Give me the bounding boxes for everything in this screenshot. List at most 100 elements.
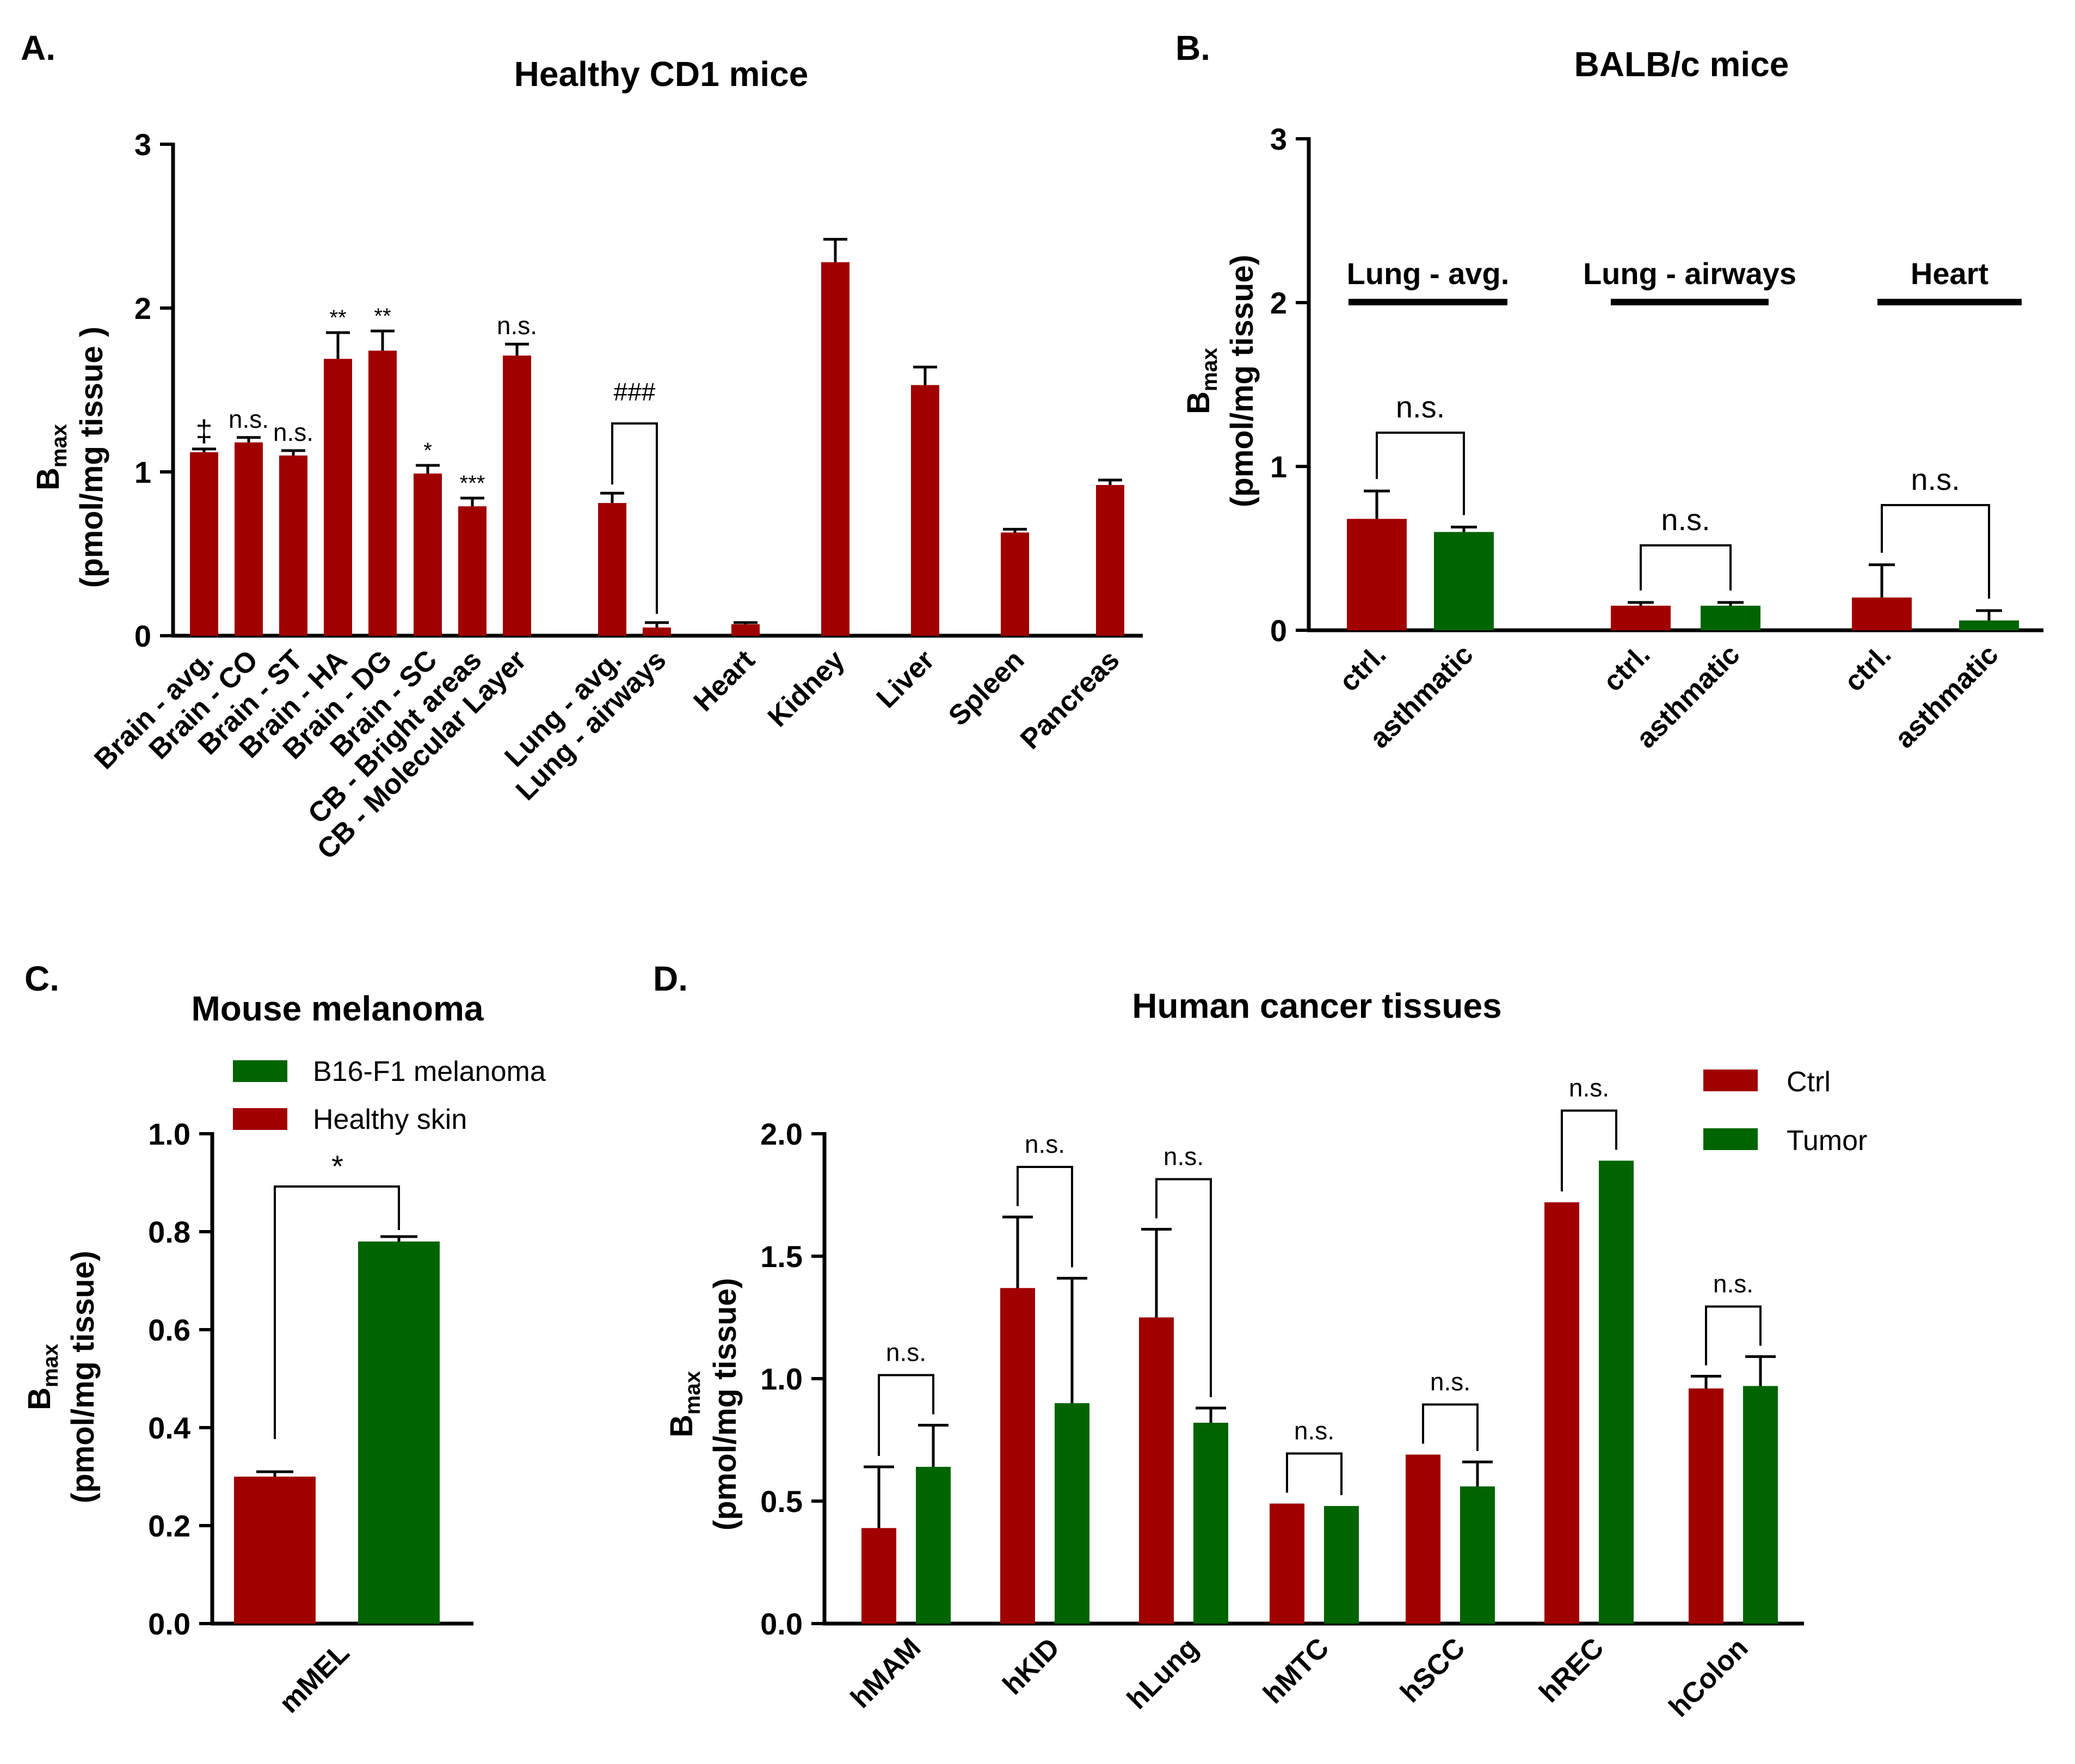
a-y-axis-tick-label: 2 [134, 291, 151, 325]
a-bar [821, 262, 849, 636]
c-y-axis-tick-label: 0.2 [148, 1509, 190, 1543]
d-sig-label: n.s. [1294, 1417, 1334, 1445]
b-bracket [1881, 504, 1990, 599]
b-y-axis-tick-label: 3 [1270, 122, 1287, 156]
d-sig-label: n.s. [886, 1338, 926, 1367]
panel-a-ylabel: Bmax [30, 424, 71, 490]
b-bar [1434, 532, 1494, 630]
b-sig-label: n.s. [1661, 502, 1710, 537]
a-x-tick-label: Kidney [762, 644, 851, 733]
a-bar [1001, 532, 1029, 636]
panel-a-ylabel-unit: (pmol/mg tissue ) [74, 327, 109, 588]
c-legend-label: B16-F1 melanoma [313, 1056, 546, 1087]
d-sig-label: n.s. [1569, 1074, 1609, 1102]
b-y-axis-tick-label: 0 [1270, 613, 1287, 648]
ylabel-main: B [22, 1387, 57, 1410]
b-bar [1959, 620, 2019, 630]
a-bracket-label: ### [614, 378, 656, 406]
a-sig-label: n.s. [273, 418, 313, 446]
a-bar [279, 455, 307, 636]
panel-c-ylabel-unit: (pmol/mg tissue) [65, 1251, 101, 1503]
a-sig-label: *** [460, 471, 485, 495]
d-sig-label: n.s. [1430, 1368, 1470, 1396]
b-sig-label: n.s. [1396, 390, 1445, 424]
b-y-axis-tick-label: 1 [1270, 450, 1287, 484]
d-sig-label: n.s. [1025, 1130, 1065, 1158]
d-bracket [1155, 1178, 1212, 1397]
d-y-axis-tick-label: 0.0 [760, 1607, 803, 1641]
a-bar [235, 442, 263, 636]
a-bar [368, 351, 397, 636]
d-legend-label: Ctrl [1787, 1066, 1831, 1098]
b-y-axis-tick-label: 2 [1270, 286, 1287, 320]
d-y-axis-tick-label: 2.0 [760, 1117, 803, 1151]
d-bracket [878, 1374, 934, 1456]
b-group-label: Heart [1911, 256, 1988, 291]
c-y-axis-tick-label: 0.6 [148, 1313, 190, 1347]
d-sig-label: n.s. [1163, 1142, 1204, 1171]
b-sig-label: n.s. [1911, 462, 1960, 496]
c-y-axis-tick-label: 0.4 [148, 1411, 190, 1445]
d-bar [1324, 1506, 1359, 1624]
a-bar [458, 506, 487, 636]
d-bar [1193, 1423, 1228, 1624]
b-bar [1701, 605, 1760, 630]
a-y-axis-tick-label: 0 [134, 619, 151, 653]
c-bar [358, 1241, 440, 1624]
c-x-tick-label: mMEL [273, 1637, 355, 1719]
d-bar [1460, 1486, 1495, 1624]
a-y-axis-tick-label: 1 [134, 455, 151, 489]
d-bar [1139, 1317, 1174, 1624]
a-sig-label: n.s. [229, 405, 269, 433]
b-group-label: Lung - avg. [1347, 256, 1510, 291]
c-sig-label: * [331, 1149, 343, 1183]
d-bracket [1422, 1403, 1479, 1451]
d-x-tick-label: hKID [997, 1632, 1066, 1701]
c-legend-swatch [233, 1060, 287, 1082]
b-x-tick-label: ctrl. [1838, 638, 1897, 697]
c-y-axis-tick-label: 0.8 [148, 1215, 190, 1249]
c-bracket [274, 1185, 400, 1439]
d-x-tick-label: hMAM [845, 1632, 927, 1714]
a-bar [911, 385, 939, 636]
d-y-axis-tick-label: 1.0 [760, 1362, 803, 1396]
a-sig-label: ** [374, 304, 391, 328]
c-y-axis-tick-label: 1.0 [148, 1117, 190, 1151]
d-bracket [1561, 1109, 1617, 1191]
d-bar [1055, 1403, 1089, 1624]
ylabel-main: B [664, 1415, 699, 1437]
d-sig-label: n.s. [1713, 1270, 1753, 1298]
panel-d-ylabel: Bmax [664, 1371, 705, 1437]
panel-b-ylabel: Bmax [1181, 348, 1222, 414]
d-bar [1743, 1386, 1778, 1624]
panel-c-letter: C. [24, 959, 59, 998]
d-x-tick-label: hLung [1121, 1632, 1204, 1715]
ylabel-sub: max [681, 1371, 705, 1415]
panel-d-title: Human cancer tissues [1132, 986, 1501, 1025]
d-bar [1406, 1454, 1440, 1624]
d-x-tick-label: hMTC [1257, 1632, 1335, 1710]
d-bracket [1286, 1452, 1343, 1495]
d-y-axis-tick-label: 1.5 [760, 1239, 803, 1274]
b-bar [1611, 605, 1671, 630]
d-y-axis-tick-label: 0.5 [760, 1484, 803, 1519]
a-x-tick-label: Heart [687, 644, 761, 717]
ylabel-sub: max [1198, 348, 1222, 391]
d-bar [1544, 1202, 1579, 1624]
a-bar [598, 503, 626, 636]
b-group-label: Lung - airways [1583, 256, 1796, 291]
d-bar [1270, 1503, 1304, 1624]
a-x-tick-label: Pancreas [1014, 644, 1126, 755]
a-bar [324, 359, 352, 636]
ylabel-sub: max [47, 424, 71, 468]
panel-c-ylabel: Bmax [22, 1344, 63, 1410]
d-x-tick-label: hSCC [1394, 1632, 1471, 1708]
panel-d-letter: D. [653, 959, 688, 998]
a-bar [1096, 485, 1124, 636]
panel-b-title: BALB/c mice [1574, 45, 1789, 84]
b-x-tick-label: ctrl. [1333, 638, 1392, 697]
c-legend-swatch [233, 1108, 287, 1130]
a-y-axis-tick-label: 3 [134, 127, 151, 162]
